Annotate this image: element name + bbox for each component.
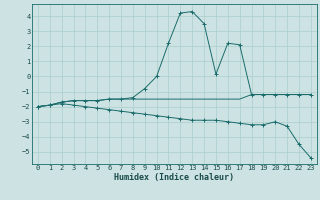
X-axis label: Humidex (Indice chaleur): Humidex (Indice chaleur)	[115, 173, 234, 182]
